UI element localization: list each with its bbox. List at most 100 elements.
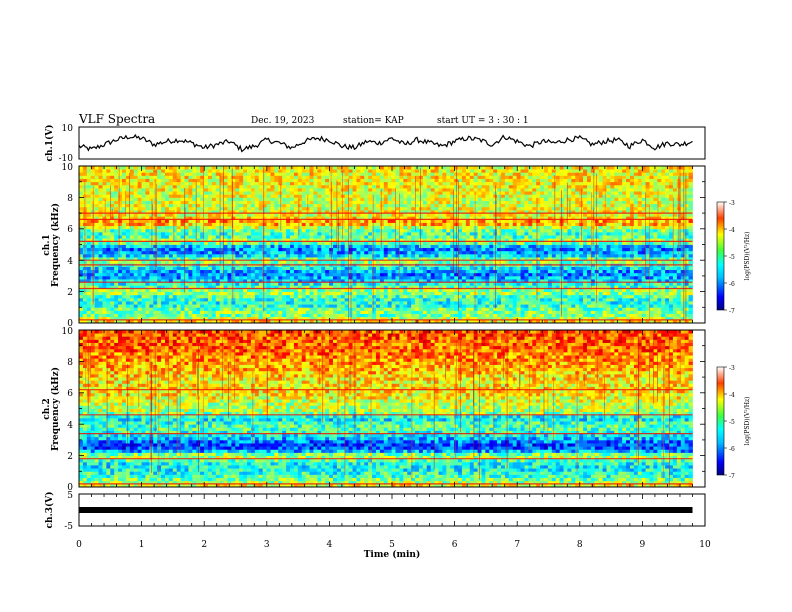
spectrogram-cell bbox=[489, 291, 494, 296]
spectrogram-cell bbox=[258, 244, 264, 249]
spectrogram-cell bbox=[422, 310, 428, 314]
spectrogram-cell bbox=[286, 282, 291, 286]
spectrogram-cell bbox=[418, 272, 424, 277]
spectrogram-cell bbox=[282, 247, 287, 252]
spectrogram-cell bbox=[583, 288, 588, 292]
spectrogram-cell bbox=[133, 291, 139, 296]
spectrogram-cell bbox=[102, 285, 107, 289]
spectrogram-cell bbox=[364, 288, 369, 292]
spectrogram-cell bbox=[383, 291, 389, 296]
spectrogram-cell bbox=[196, 275, 201, 280]
spectrogram-cell bbox=[352, 297, 357, 302]
spectrogram-cell bbox=[657, 301, 662, 305]
spectrogram-cell bbox=[680, 244, 686, 249]
spectrogram-cell bbox=[192, 313, 197, 318]
spectrogram-cell bbox=[434, 244, 439, 249]
spectrogram-cell bbox=[204, 316, 209, 321]
spectrogram-cell bbox=[567, 279, 572, 283]
spectrogram-cell bbox=[645, 307, 650, 311]
spectrogram-cell bbox=[563, 231, 568, 236]
spectrogram-cell bbox=[411, 304, 416, 308]
spectrogram-cell bbox=[325, 297, 330, 302]
spectrogram-cell bbox=[204, 275, 209, 280]
spectrogram-cell bbox=[204, 294, 209, 299]
spectrogram-cell bbox=[543, 266, 549, 271]
spectrogram-cell bbox=[207, 260, 213, 264]
spectrogram-cell bbox=[653, 304, 658, 308]
spectrogram-cell bbox=[98, 269, 103, 274]
spectrogram-cell bbox=[86, 294, 92, 299]
spectrogram-cell bbox=[329, 297, 334, 302]
spectrogram-cell bbox=[168, 313, 174, 318]
spectrogram-cell bbox=[598, 275, 604, 280]
spectrogram-cell bbox=[352, 310, 357, 314]
spectrogram-cell bbox=[403, 250, 408, 255]
spectrogram-cell bbox=[649, 313, 654, 318]
spectrogram-cell bbox=[293, 304, 299, 308]
spectrogram-cell bbox=[426, 313, 432, 318]
spectrogram-cell bbox=[227, 285, 232, 289]
spectrogram-cell bbox=[477, 313, 482, 318]
spectrogram-cell bbox=[192, 285, 197, 289]
spectrogram-cell bbox=[524, 266, 529, 271]
spectrogram-cell bbox=[610, 275, 615, 280]
spectrogram-cell bbox=[317, 235, 322, 239]
spectrogram-cell bbox=[211, 288, 217, 292]
spectrogram-cell bbox=[309, 291, 314, 296]
spectrogram-cell bbox=[465, 285, 471, 289]
ch1-spectrogram-image bbox=[79, 166, 693, 324]
spectrogram-cell bbox=[547, 279, 553, 283]
spectrogram-cell bbox=[657, 310, 662, 314]
spectrogram-cell bbox=[567, 310, 572, 314]
spectrogram-cell bbox=[633, 235, 639, 239]
spectrogram-cell bbox=[446, 272, 451, 277]
spectrogram-cell bbox=[520, 244, 525, 249]
spectrogram-cell bbox=[665, 231, 670, 236]
spectrogram-cell bbox=[98, 231, 103, 236]
spectrogram-cell bbox=[657, 228, 662, 233]
spectrogram-cell bbox=[520, 228, 525, 233]
spectrogram-cell bbox=[606, 266, 611, 271]
spectrogram-cell bbox=[98, 282, 103, 286]
spectrogram-cell bbox=[477, 316, 482, 321]
spectrogram-cell bbox=[403, 222, 408, 227]
ch1-waveform-frame bbox=[78, 126, 706, 160]
spectrogram-cell bbox=[137, 304, 142, 308]
spectrogram-cell bbox=[586, 307, 592, 311]
spectrogram-cell bbox=[594, 310, 600, 314]
spectrogram-cell bbox=[407, 310, 412, 314]
spectrogram-cell bbox=[352, 272, 357, 277]
spectrogram-cell bbox=[485, 319, 490, 324]
spectrogram-cell bbox=[469, 269, 475, 274]
spectrogram-cell bbox=[508, 275, 514, 280]
spectrogram-cell bbox=[137, 253, 142, 258]
spectrogram-cell bbox=[129, 282, 135, 286]
spectrogram-cell bbox=[430, 275, 435, 280]
spectrogram-cell bbox=[403, 275, 408, 280]
spectrogram-cell bbox=[325, 228, 330, 233]
spectrogram-cell bbox=[114, 228, 119, 233]
spectrogram-cell bbox=[207, 316, 213, 321]
spectrogram-cell bbox=[680, 285, 686, 289]
spectrogram-cell bbox=[669, 250, 674, 255]
spectrogram-cell bbox=[426, 235, 432, 239]
spectrogram-cell bbox=[180, 222, 185, 227]
spectrogram-cell bbox=[176, 228, 181, 233]
spectrogram-cell bbox=[465, 247, 471, 252]
spectrogram-cell bbox=[516, 301, 521, 305]
spectrogram-cell bbox=[297, 228, 303, 233]
spectrogram-cell bbox=[411, 310, 416, 314]
spectrogram-cell bbox=[469, 310, 475, 314]
spectrogram-cell bbox=[501, 253, 506, 258]
spectrogram-cell bbox=[309, 307, 314, 311]
spectrogram-cell bbox=[411, 222, 416, 227]
spectrogram-cell bbox=[180, 228, 185, 233]
spectrogram-cell bbox=[407, 316, 412, 321]
spectrogram-cell bbox=[325, 272, 330, 277]
spectrogram-cell bbox=[536, 304, 541, 308]
spectrogram-cell bbox=[317, 297, 322, 302]
spectrogram-cell bbox=[223, 250, 228, 255]
spectrogram-cell bbox=[207, 285, 213, 289]
spectrogram-cell bbox=[254, 247, 260, 252]
spectrogram-cell bbox=[141, 222, 146, 227]
